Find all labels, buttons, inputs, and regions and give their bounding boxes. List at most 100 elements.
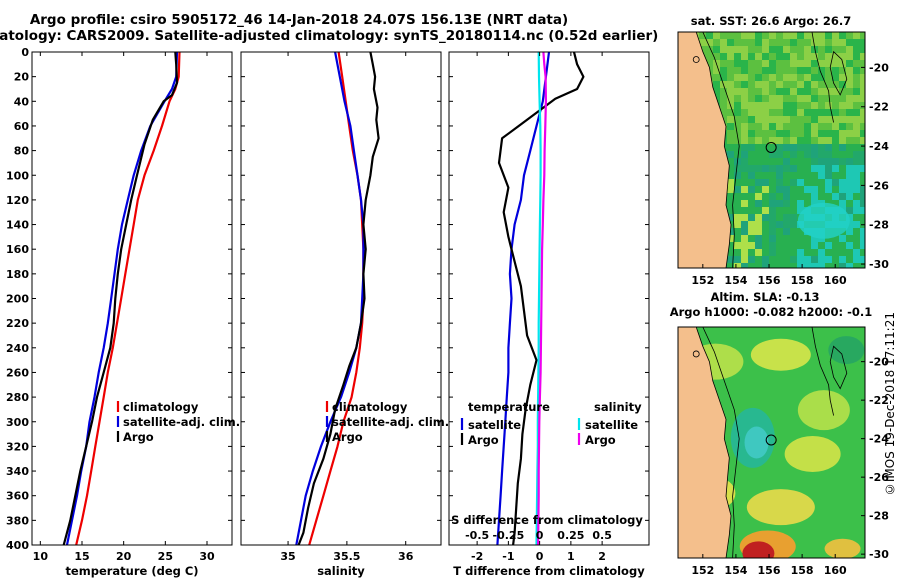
field-cell — [762, 130, 769, 137]
field-cell — [804, 109, 811, 116]
x-tick-label: 30 — [199, 550, 215, 563]
field-cell — [741, 39, 748, 46]
field-cell — [783, 32, 790, 39]
field-cell — [825, 102, 832, 109]
reef-outline — [829, 345, 848, 390]
field-cell — [727, 186, 734, 193]
field-cell — [860, 151, 865, 158]
field-cell — [755, 165, 762, 172]
field-cell — [811, 165, 818, 172]
field-cell — [755, 242, 762, 249]
field-cell — [811, 137, 818, 144]
field-cell — [846, 88, 853, 95]
field-cell — [790, 221, 797, 228]
series-line-salinity-satellite-adj-clim- — [295, 52, 365, 545]
field-cell — [825, 158, 832, 165]
field-cell — [748, 256, 755, 263]
field-cell — [790, 214, 797, 221]
field-cell — [720, 60, 727, 67]
field-cell — [804, 102, 811, 109]
field-cell — [783, 186, 790, 193]
field-cell — [727, 263, 734, 268]
field-cell — [783, 179, 790, 186]
panel-temperature: 0 20 40 60 80 100 120 140 160 180 200 220 240 260 280 3… — [6, 46, 233, 578]
field-cell — [727, 200, 734, 207]
field-cell — [734, 186, 741, 193]
field-cell — [846, 123, 853, 130]
field-cell — [804, 256, 811, 263]
field-cell — [853, 151, 860, 158]
x-tick-label: 35 — [280, 550, 295, 563]
field-cell — [839, 95, 846, 102]
field-cell — [741, 81, 748, 88]
field-cell — [811, 95, 818, 102]
field-cell — [804, 249, 811, 256]
field-cell — [727, 67, 734, 74]
field-cell — [790, 151, 797, 158]
field-cell — [832, 158, 839, 165]
field-cell — [818, 165, 825, 172]
field-cell — [853, 200, 860, 207]
field-cell — [769, 74, 776, 81]
y-tick-label: -28 — [869, 510, 889, 523]
field-cell — [790, 263, 797, 268]
field-cell — [797, 116, 804, 123]
field-cell — [818, 116, 825, 123]
field-cell — [797, 95, 804, 102]
land-australia — [678, 32, 732, 268]
field-cell — [699, 32, 706, 39]
field-cell — [832, 32, 839, 39]
field-cell — [853, 249, 860, 256]
field-cell — [755, 81, 762, 88]
field-cell — [727, 109, 734, 116]
field-cell — [713, 46, 720, 53]
islet-outline — [692, 350, 700, 358]
panel-salinity: 35 35.5 36 salinity — [240, 51, 442, 578]
field-cell — [776, 193, 783, 200]
field-cell — [769, 144, 776, 151]
field-cell — [853, 116, 860, 123]
field-cell — [762, 235, 769, 242]
field-cell — [846, 102, 853, 109]
field-cell — [818, 60, 825, 67]
field-cell — [832, 186, 839, 193]
field-cell — [755, 207, 762, 214]
field-cell — [769, 116, 776, 123]
field-cell — [797, 228, 804, 235]
field-cell — [804, 186, 811, 193]
field-cell — [762, 81, 769, 88]
field-cell — [727, 151, 734, 158]
field-cell — [818, 186, 825, 193]
field-cell — [853, 228, 860, 235]
field-cell — [790, 39, 797, 46]
field-cell — [832, 60, 839, 67]
field-cell — [748, 193, 755, 200]
field-cell — [839, 39, 846, 46]
field-cell — [797, 81, 804, 88]
field-cell — [860, 137, 865, 144]
field-cell — [804, 235, 811, 242]
field-cell — [853, 256, 860, 263]
field-cell — [755, 200, 762, 207]
field-cell — [860, 74, 865, 81]
x-tick-label: 35.5 — [333, 550, 360, 563]
x-tick-label: 20 — [116, 550, 132, 563]
field-cell — [713, 32, 720, 39]
field-cell — [860, 256, 865, 263]
field-cell — [720, 95, 727, 102]
y-tick-label: 40 — [14, 95, 30, 108]
field-cell — [734, 172, 741, 179]
field-cell — [853, 158, 860, 165]
field-cell — [790, 200, 797, 207]
field-cell — [776, 172, 783, 179]
field-cell — [727, 165, 734, 172]
field-cell — [790, 109, 797, 116]
field-cell — [769, 88, 776, 95]
field-cell — [825, 60, 832, 67]
field-cell — [748, 46, 755, 53]
y-tick-label: 20 — [14, 71, 30, 84]
field-cell — [769, 256, 776, 263]
field-cell — [741, 60, 748, 67]
field-cell — [846, 207, 853, 214]
